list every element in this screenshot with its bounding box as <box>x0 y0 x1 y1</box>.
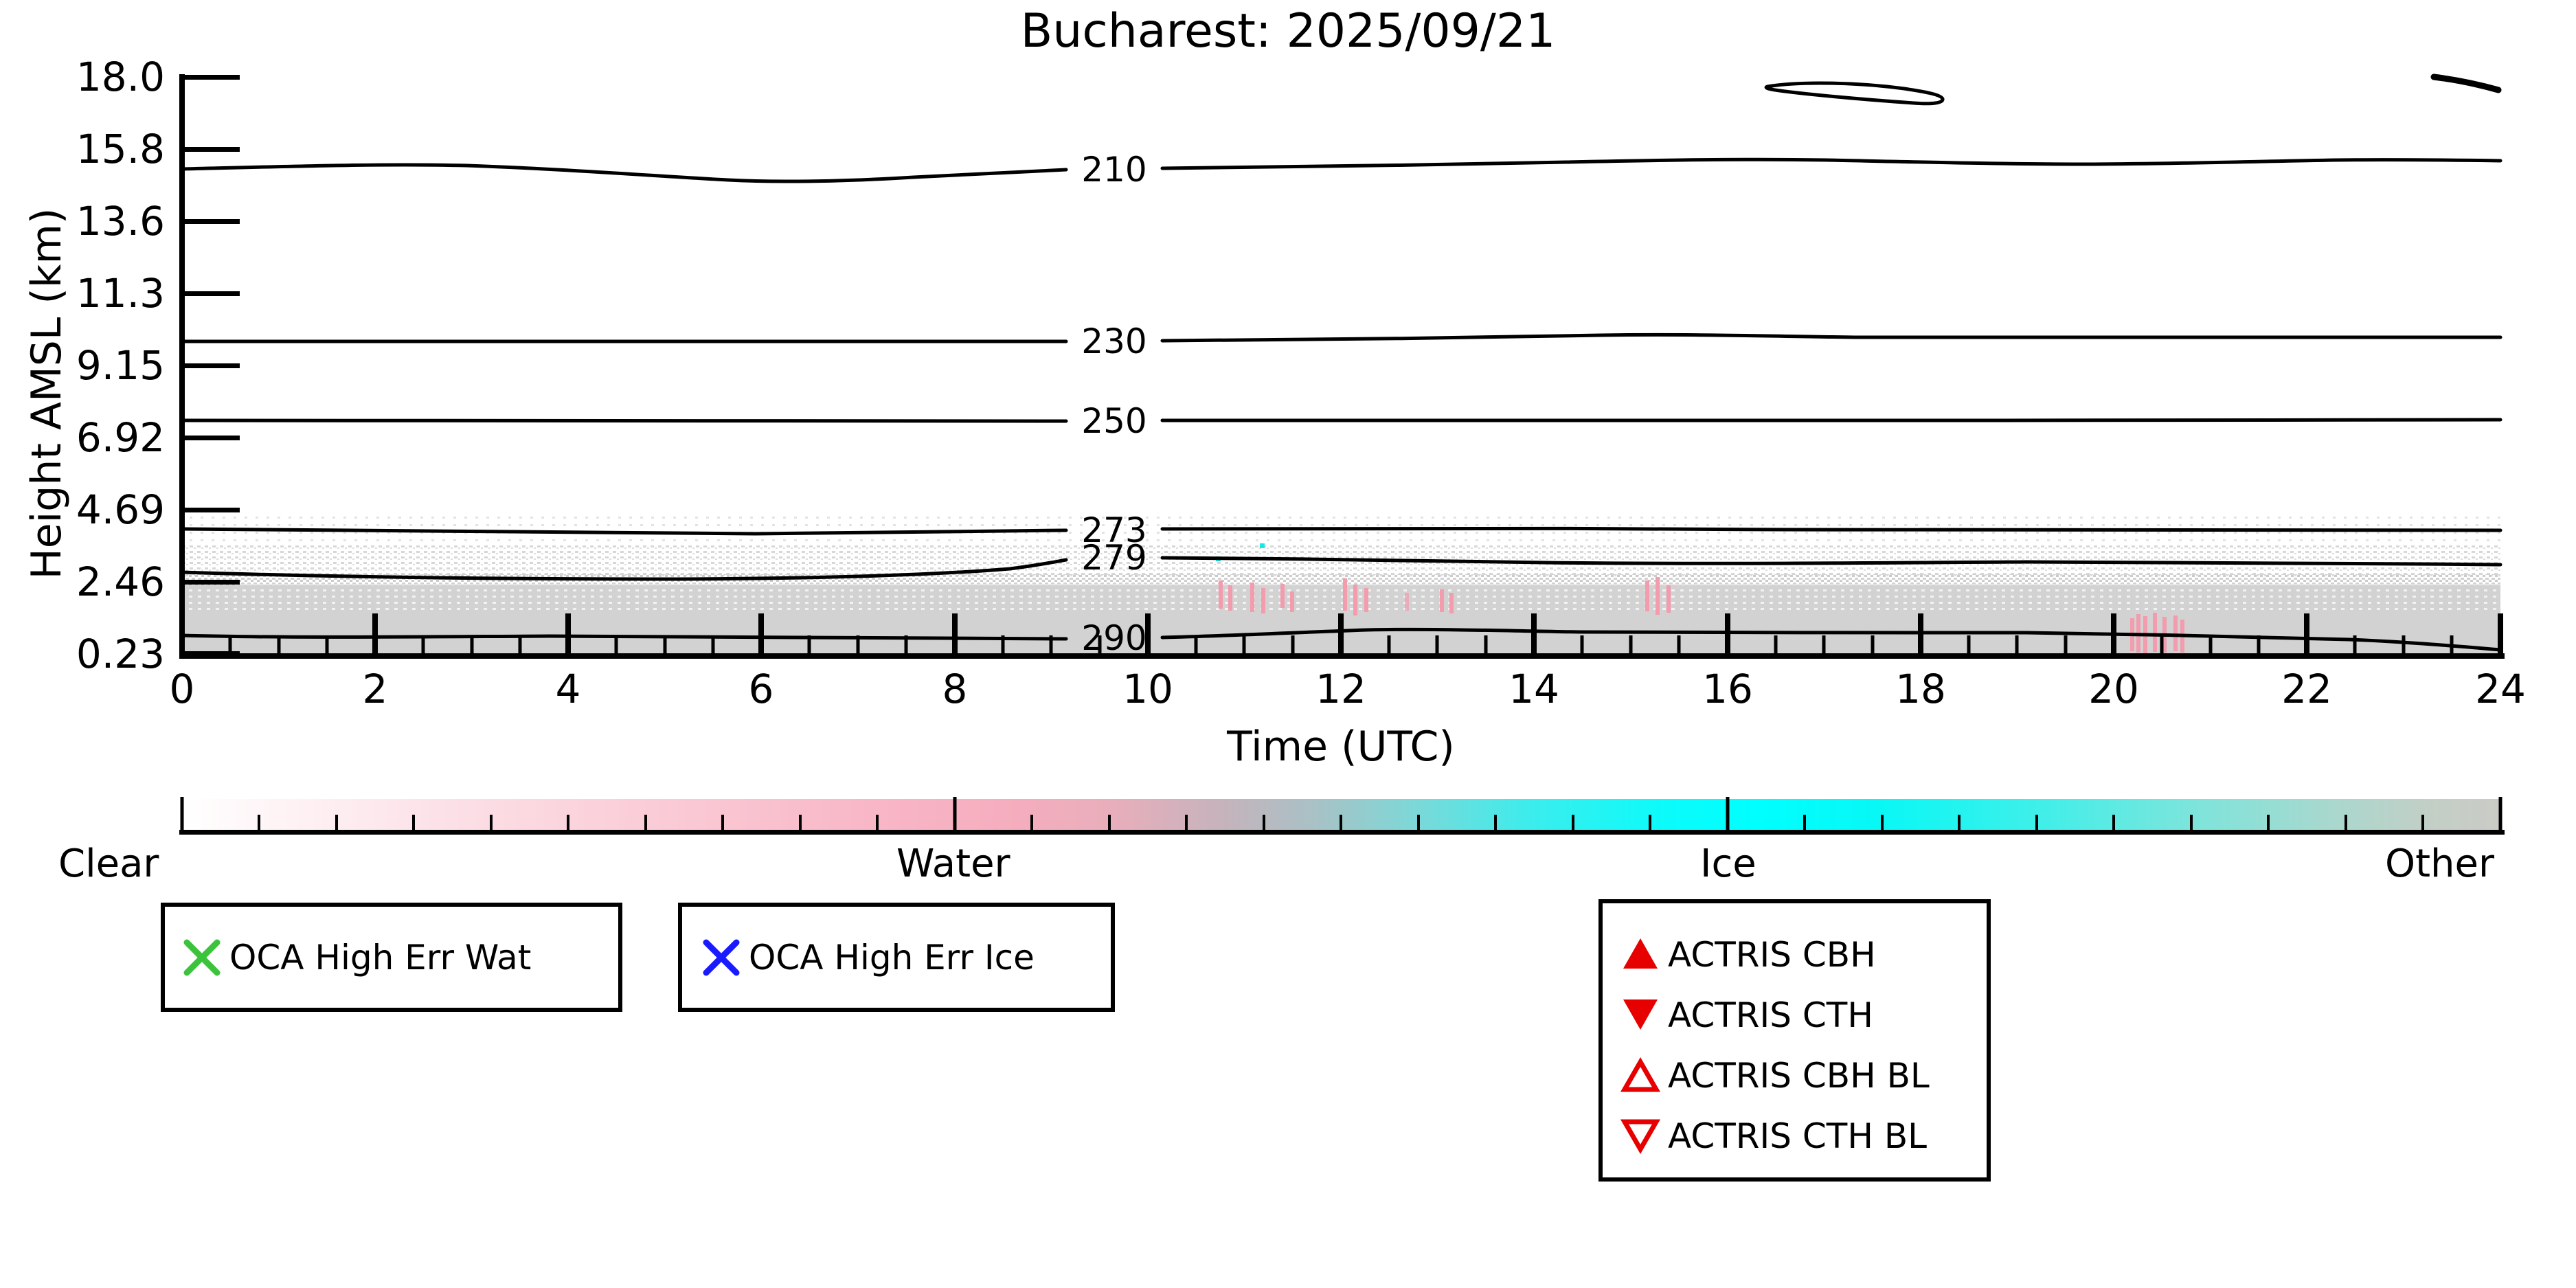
x-tick-label: 8 <box>942 666 968 712</box>
y-tick-label: 15.8 <box>76 126 165 172</box>
contour-label-273: 273 <box>1081 510 1147 550</box>
triangle-up-open-marker <box>1620 1057 1661 1092</box>
colorbar-label-ice: Ice <box>1700 841 1756 886</box>
legend-oca-high-err-wat: OCA High Err Wat <box>229 938 532 978</box>
x-tick-label: 0 <box>169 666 195 712</box>
x-tick-label: 20 <box>2088 666 2139 712</box>
legend-actris-cth: ACTRIS CTH <box>1668 995 1873 1035</box>
x-axis-ticks <box>179 613 2503 656</box>
x-axis-label: Time (UTC) <box>1227 723 1455 771</box>
y-tick-label: 18.0 <box>76 54 165 100</box>
blue-x-marker <box>703 939 740 976</box>
x-tick-label: 18 <box>1895 666 1946 712</box>
contour-label-279: 279 <box>1081 538 1147 578</box>
colorbar-label-water: Water <box>896 841 1010 886</box>
x-tick-label: 6 <box>748 666 774 712</box>
y-tick-label: 9.15 <box>76 342 165 389</box>
colorbar <box>179 797 2505 835</box>
y-tick-label: 13.6 <box>76 198 165 245</box>
legend-actris-cbh-bl: ACTRIS CBH BL <box>1668 1056 1930 1096</box>
y-tick-label: 4.69 <box>76 486 165 533</box>
isotherm-contours <box>180 74 2502 652</box>
triangle-down-open-marker <box>1620 1119 1661 1155</box>
x-tick-label: 12 <box>1315 666 1366 712</box>
legend-oca-high-err-ice: OCA High Err Ice <box>749 938 1035 978</box>
triangle-down-filled-marker <box>1623 999 1658 1030</box>
contour-label-250: 250 <box>1081 401 1147 441</box>
y-tick-label: 0.23 <box>76 631 165 677</box>
triangle-up-filled-marker <box>1623 938 1658 969</box>
chart-title: Bucharest: 2025/09/21 <box>1020 4 1556 58</box>
contour-label-210: 210 <box>1081 150 1147 190</box>
y-tick-label: 2.46 <box>76 558 165 605</box>
legend-actris-cth-bl: ACTRIS CTH BL <box>1668 1116 1928 1156</box>
y-tick-label: 11.3 <box>76 270 165 317</box>
x-tick-label: 2 <box>362 666 388 712</box>
colorbar-label-other: Other <box>2385 841 2495 886</box>
x-tick-label: 10 <box>1122 666 1173 712</box>
x-tick-label: 4 <box>555 666 581 712</box>
contour-label-230: 230 <box>1081 321 1147 361</box>
legend-actris-cbh: ACTRIS CBH <box>1668 935 1876 975</box>
y-tick-label: 6.92 <box>76 414 165 461</box>
colorbar-label-clear: Clear <box>58 841 159 886</box>
x-tick-label: 14 <box>1509 666 1559 712</box>
x-tick-label: 16 <box>1702 666 1753 712</box>
contour-label-290: 290 <box>1081 618 1147 658</box>
legend-graphics <box>161 899 1991 1182</box>
x-tick-label: 22 <box>2281 666 2332 712</box>
x-tick-label: 24 <box>2475 666 2526 712</box>
green-x-marker <box>183 939 221 976</box>
